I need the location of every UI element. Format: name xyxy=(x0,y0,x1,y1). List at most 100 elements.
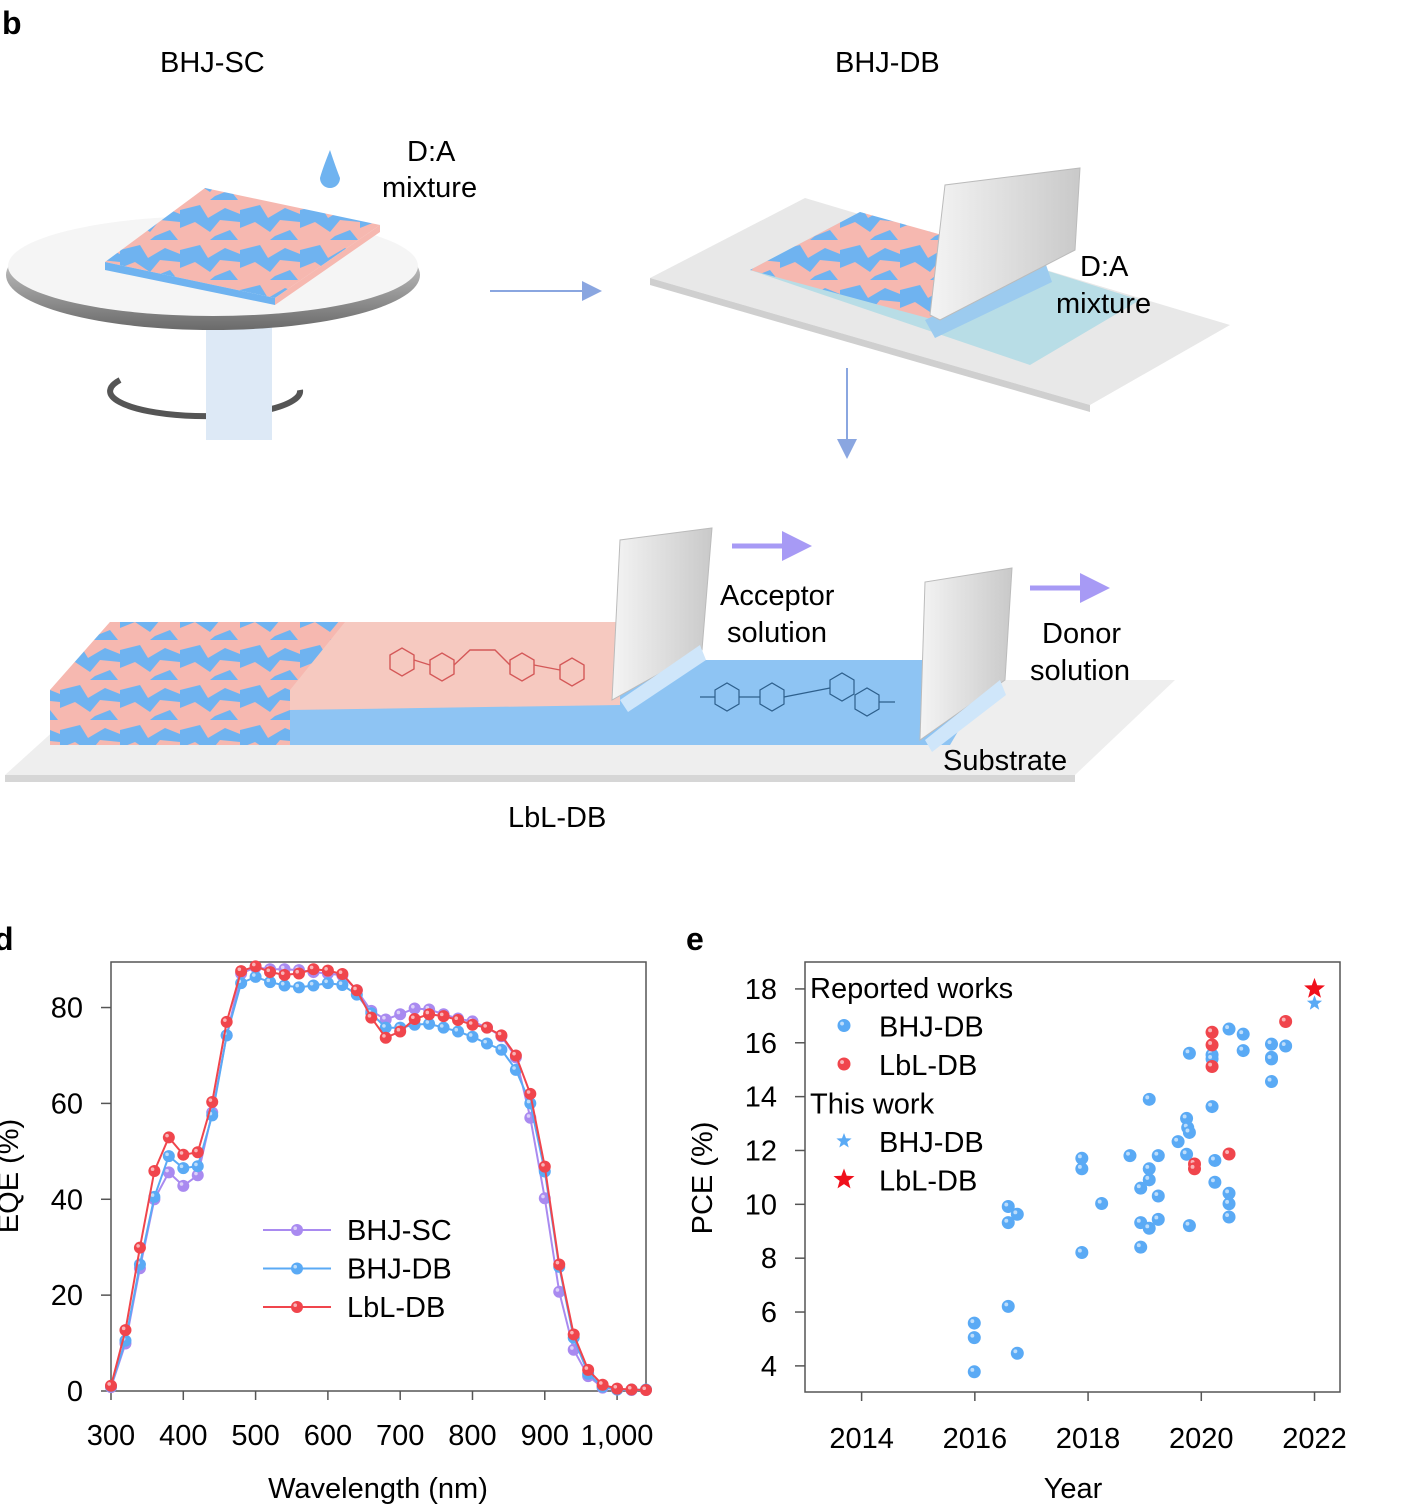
legend-marker-bhj-db-highlight xyxy=(840,1021,844,1026)
data-point-lbl-db xyxy=(350,984,363,997)
y-tick-label: 60 xyxy=(51,1088,83,1120)
spin-coater-pillar xyxy=(206,325,272,440)
data-point-lbl-db-highlight xyxy=(642,1386,646,1391)
data-point-bhj-sc-highlight xyxy=(555,1288,560,1292)
legend-marker-lbl-db-highlight xyxy=(840,1060,844,1065)
legend-star-bhj-db xyxy=(836,1133,852,1148)
rotation-arrow-icon xyxy=(107,377,304,420)
data-point-reported-works-lbl-db xyxy=(1205,1025,1219,1039)
data-point-reported-works-lbl-db-highlight xyxy=(1225,1150,1230,1154)
y-tick-label: 0 xyxy=(67,1376,83,1408)
data-point-bhj-db xyxy=(307,979,320,992)
data-point-lbl-db xyxy=(423,1008,436,1021)
panel-label-e: e xyxy=(686,921,704,957)
data-point-lbl-db xyxy=(538,1160,551,1173)
data-point-bhj-db xyxy=(321,977,334,990)
legend-label-bhj-db: BHJ-DB xyxy=(879,1127,984,1159)
data-point-reported-works-bhj-db-highlight xyxy=(1225,1199,1230,1204)
data-point-lbl-db xyxy=(524,1087,537,1100)
data-point-lbl-db-highlight xyxy=(338,970,343,974)
data-point-bhj-db-highlight xyxy=(194,1162,198,1167)
plot-frame xyxy=(110,961,647,1392)
data-point-reported-works-bhj-db xyxy=(1208,1153,1222,1167)
data-point-bhj-db xyxy=(437,1021,450,1034)
data-point-reported-works-lbl-db xyxy=(1279,1015,1293,1029)
data-point-reported-works-lbl-db xyxy=(1222,1147,1236,1161)
data-point-lbl-db xyxy=(249,960,262,973)
data-point-lbl-db-highlight xyxy=(555,1260,560,1265)
acceptor-label-b: solution xyxy=(727,617,827,649)
data-point-lbl-db xyxy=(495,1029,508,1042)
data-point-reported-works-bhj-db xyxy=(1075,1162,1089,1176)
data-point-bhj-db-highlight xyxy=(165,1152,169,1157)
data-point-reported-works-bhj-db-highlight xyxy=(1185,1221,1190,1226)
data-point-lbl-db xyxy=(307,963,320,976)
data-point-reported-works-bhj-db-highlight xyxy=(970,1333,975,1338)
data-point-reported-works-lbl-db xyxy=(1205,1038,1219,1052)
data-point-lbl-db xyxy=(611,1382,624,1395)
data-point-lbl-db xyxy=(133,1241,146,1254)
data-point-lbl-db xyxy=(582,1363,595,1376)
data-point-reported-works-bhj-db-highlight xyxy=(1145,1224,1150,1229)
data-point-bhj-db xyxy=(177,1162,190,1175)
data-point-lbl-db-highlight xyxy=(526,1090,531,1094)
data-point-reported-works-bhj-db xyxy=(1205,1100,1219,1114)
x-tick-label: 800 xyxy=(448,1420,496,1452)
data-point-reported-works-bhj-db-highlight xyxy=(1239,1030,1244,1035)
legend-group-title: Reported works xyxy=(810,973,1013,1005)
data-point-lbl-db-highlight xyxy=(512,1051,516,1056)
data-point-reported-works-bhj-db-highlight xyxy=(1154,1215,1159,1220)
data-point-lbl-db-highlight xyxy=(107,1382,111,1386)
data-point-reported-works-bhj-db xyxy=(1222,1022,1236,1036)
data-point-reported-works-lbl-db-highlight xyxy=(1208,1041,1213,1045)
series-line-bhj-sc xyxy=(110,966,646,1391)
data-point-reported-works-bhj-db xyxy=(1095,1197,1109,1211)
data-point-reported-works-bhj-db-highlight xyxy=(1004,1218,1009,1223)
data-point-reported-works-bhj-db-highlight xyxy=(1174,1137,1179,1142)
data-point-lbl-db-highlight xyxy=(468,1021,473,1025)
data-point-lbl-db-highlight xyxy=(295,969,299,974)
data-point-lbl-db xyxy=(365,1011,378,1024)
data-point-lbl-db-highlight xyxy=(179,1151,184,1155)
star-point-this-work-bhj-db xyxy=(1306,995,1323,1010)
data-point-lbl-db-highlight xyxy=(324,967,328,971)
data-point-bhj-sc-highlight xyxy=(570,1346,574,1350)
data-point-reported-works-bhj-db-highlight xyxy=(1267,1055,1272,1059)
data-point-reported-works-bhj-db xyxy=(1182,1046,1196,1060)
donor-label-b: solution xyxy=(1030,655,1130,687)
series-line-bhj-db xyxy=(110,975,646,1391)
data-point-bhj-sc xyxy=(408,1002,421,1015)
data-point-reported-works-bhj-db xyxy=(1151,1189,1165,1203)
data-point-reported-works-bhj-db-highlight xyxy=(1004,1202,1009,1207)
x-axis-label: Year xyxy=(1044,1473,1103,1505)
data-point-lbl-db xyxy=(177,1148,190,1161)
data-point-lbl-db-highlight xyxy=(266,968,271,973)
data-point-bhj-db xyxy=(162,1150,175,1163)
data-point-lbl-db xyxy=(509,1049,522,1062)
legend-marker-bhj-sc-highlight xyxy=(293,1226,298,1230)
data-point-reported-works-bhj-db-highlight xyxy=(1225,1213,1230,1217)
data-point-bhj-db-highlight xyxy=(338,981,343,986)
data-point-bhj-sc xyxy=(394,1008,407,1021)
data-point-lbl-db xyxy=(567,1328,580,1341)
pce-chart: Year PCE (%) 2014 2016 2018 2020 2022 4 6 8 10 12… xyxy=(687,961,1347,1505)
data-point-bhj-sc-highlight xyxy=(165,1168,169,1173)
data-point-reported-works-lbl-db-highlight xyxy=(1208,1028,1213,1033)
data-point-lbl-db-highlight xyxy=(309,965,314,970)
data-point-reported-works-bhj-db xyxy=(1264,1037,1278,1051)
data-point-bhj-db-highlight xyxy=(497,1046,502,1050)
plot-frame xyxy=(804,961,1341,1393)
data-point-reported-works-bhj-db xyxy=(1075,1246,1089,1260)
blade-coater-bhj-db-illustration xyxy=(650,167,1230,412)
data-point-lbl-db-highlight xyxy=(411,1015,415,1020)
x-axis-label: Wavelength (nm) xyxy=(268,1473,488,1505)
data-point-reported-works-bhj-db-highlight xyxy=(1154,1151,1159,1156)
data-point-reported-works-bhj-db-highlight xyxy=(1126,1151,1130,1156)
donor-label-a: Donor xyxy=(1042,618,1121,650)
bhj-sc-title: BHJ-SC xyxy=(160,47,265,79)
acceptor-label-a: Acceptor xyxy=(720,580,835,612)
data-point-lbl-db-highlight xyxy=(367,1014,372,1018)
data-point-lbl-db-highlight xyxy=(237,967,242,972)
data-point-bhj-db xyxy=(452,1025,465,1038)
data-point-bhj-db-highlight xyxy=(468,1033,473,1037)
